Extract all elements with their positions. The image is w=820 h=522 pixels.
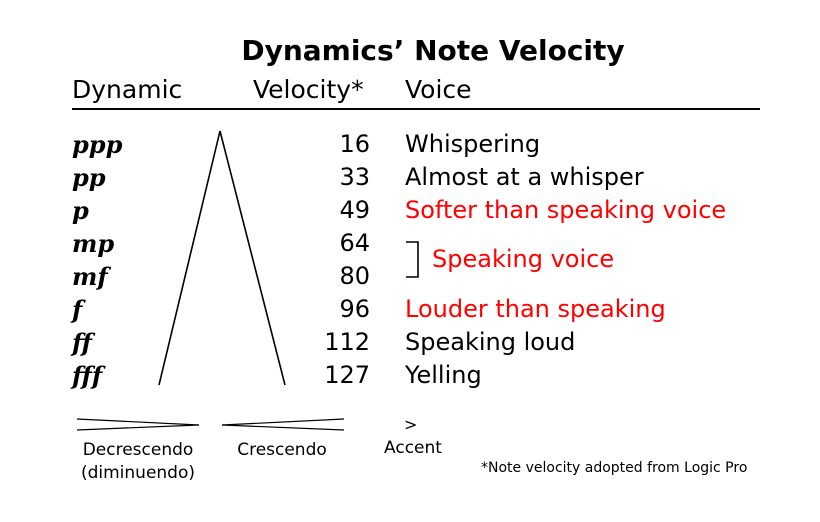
voice-description: Almost at a whisper [405, 163, 644, 191]
diminuendo-label: (diminuendo) [80, 463, 196, 483]
voice-description: Speaking loud [405, 328, 576, 356]
page-title: Dynamics’ Note Velocity [241, 34, 625, 67]
accent-symbol: > [404, 415, 418, 434]
bracket-icon [406, 241, 419, 278]
crescendo-hairpin-icon [221, 418, 345, 431]
accent-label: Accent [384, 438, 442, 458]
velocity-value: 64 [339, 229, 370, 257]
voice-description: Yelling [405, 361, 482, 389]
velocity-value: 80 [339, 262, 370, 290]
header-rule [72, 108, 760, 110]
dynamic-marking: p [72, 196, 89, 225]
dynamic-marking: f [72, 295, 83, 324]
velocity-value: 96 [339, 295, 370, 323]
velocity-value: 49 [339, 196, 370, 224]
dynamic-marking: ff [72, 328, 92, 357]
voice-description: Whispering [405, 130, 541, 158]
dynamic-marking: mf [72, 262, 108, 291]
velocity-value: 33 [339, 163, 370, 191]
crescendo-label: Crescendo [237, 440, 327, 460]
voice-description: Softer than speaking voice [405, 196, 727, 224]
velocity-value: 127 [324, 361, 370, 389]
dynamic-marking: ppp [72, 130, 123, 159]
dynamic-marking: mp [72, 229, 115, 258]
column-header-velocity: Velocity* [253, 75, 364, 104]
velocity-value: 112 [324, 328, 370, 356]
voice-description: Louder than speaking [405, 295, 666, 323]
dynamic-marking: pp [72, 163, 106, 192]
footnote: *Note velocity adopted from Logic Pro [481, 460, 748, 476]
decrescendo-label: Decrescendo [82, 440, 194, 460]
column-header-voice: Voice [405, 75, 472, 104]
dynamics-hairpin-icon [158, 130, 286, 386]
grouped-voice-description: Speaking voice [432, 245, 615, 273]
dynamic-marking: fff [72, 361, 103, 390]
column-header-dynamic: Dynamic [72, 75, 183, 104]
velocity-value: 16 [339, 130, 370, 158]
decrescendo-hairpin-icon [76, 418, 200, 431]
